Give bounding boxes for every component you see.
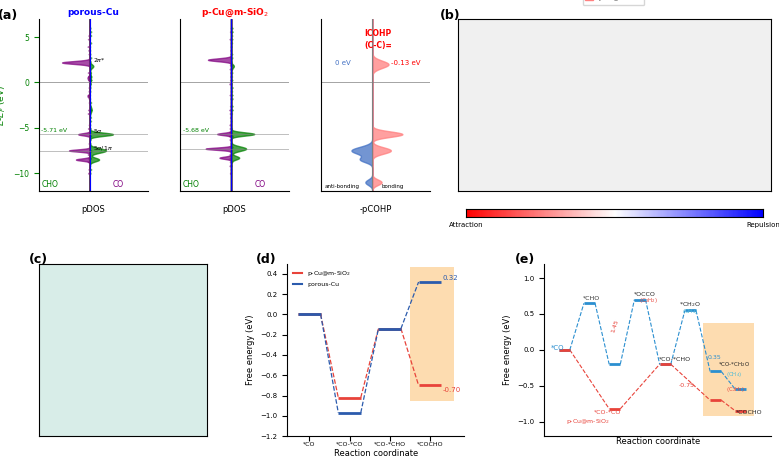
Y-axis label: Free energy (eV): Free energy (eV) bbox=[502, 315, 512, 385]
Text: bonding: bonding bbox=[381, 184, 404, 189]
Text: 5$\sigma$/1$\pi$: 5$\sigma$/1$\pi$ bbox=[93, 144, 113, 152]
Text: *CHO: *CHO bbox=[583, 296, 601, 301]
Text: -5.68 eV: -5.68 eV bbox=[182, 128, 209, 133]
Text: 2$\pi$*: 2$\pi$* bbox=[93, 56, 106, 64]
Text: (b): (b) bbox=[439, 9, 460, 22]
Text: CHO: CHO bbox=[41, 180, 58, 189]
Text: *CO-*CHO: *CO-*CHO bbox=[659, 357, 691, 362]
Text: p-Cu@m-SiO$_2$: p-Cu@m-SiO$_2$ bbox=[566, 417, 609, 426]
Text: *OCCO: *OCCO bbox=[633, 292, 656, 298]
Legend: p-Cu@m-SiO$_2$, porous-Cu: p-Cu@m-SiO$_2$, porous-Cu bbox=[291, 267, 354, 289]
Text: (CH$_4$): (CH$_4$) bbox=[726, 370, 742, 379]
Title: p-Cu@m-SiO$_2$: p-Cu@m-SiO$_2$ bbox=[200, 7, 269, 19]
Text: *CO-*CH$_2$O: *CO-*CH$_2$O bbox=[718, 360, 750, 369]
Text: *CO-*CO: *CO-*CO bbox=[594, 410, 621, 414]
Text: 0.32: 0.32 bbox=[442, 275, 458, 281]
Text: *CO: *CO bbox=[551, 345, 564, 351]
Text: pDOS: pDOS bbox=[81, 205, 105, 214]
Text: CO: CO bbox=[254, 180, 266, 189]
Y-axis label: Free energy (eV): Free energy (eV) bbox=[246, 315, 255, 385]
Text: anti-bonding: anti-bonding bbox=[325, 184, 360, 189]
Text: *COCHO: *COCHO bbox=[736, 410, 763, 415]
Text: *CH$_2$O: *CH$_2$O bbox=[679, 300, 701, 309]
Text: -5.71 eV: -5.71 eV bbox=[41, 128, 68, 133]
Text: (c): (c) bbox=[29, 254, 48, 266]
Text: (d): (d) bbox=[256, 254, 276, 266]
Text: 1.45: 1.45 bbox=[611, 319, 620, 333]
Text: CO: CO bbox=[113, 180, 124, 189]
Text: -0.70: -0.70 bbox=[442, 387, 461, 393]
X-axis label: Reaction coordinate: Reaction coordinate bbox=[333, 449, 418, 458]
Text: (a): (a) bbox=[0, 9, 18, 22]
Text: 5$\sigma$: 5$\sigma$ bbox=[93, 127, 104, 135]
Title: porous-Cu: porous-Cu bbox=[67, 8, 119, 17]
Bar bbox=[703, 323, 753, 416]
Text: (CH$_4$): (CH$_4$) bbox=[682, 307, 698, 316]
Text: -pCOHP: -pCOHP bbox=[360, 205, 392, 214]
Text: 0 eV: 0 eV bbox=[335, 61, 351, 66]
Text: 0.35: 0.35 bbox=[707, 355, 721, 359]
Text: CHO: CHO bbox=[182, 180, 199, 189]
Text: (C-C)=: (C-C)= bbox=[364, 41, 392, 50]
Text: ICOHP: ICOHP bbox=[365, 29, 392, 38]
Y-axis label: $E$-$E_F$ (eV): $E$-$E_F$ (eV) bbox=[0, 84, 8, 126]
X-axis label: Reaction coordinate: Reaction coordinate bbox=[615, 438, 700, 447]
Bar bbox=[410, 267, 454, 401]
Text: -0.13 eV: -0.13 eV bbox=[392, 61, 421, 66]
Text: pDOS: pDOS bbox=[223, 205, 246, 214]
Text: (C$_2$H$_2$): (C$_2$H$_2$) bbox=[639, 296, 657, 305]
Legend: porous-Cu, p-Cu@m-SiO$_2$: porous-Cu, p-Cu@m-SiO$_2$ bbox=[583, 0, 644, 5]
Text: -0.75: -0.75 bbox=[679, 383, 695, 388]
Text: (C$_2$H$_4$): (C$_2$H$_4$) bbox=[726, 385, 745, 394]
Text: (e): (e) bbox=[515, 254, 534, 266]
